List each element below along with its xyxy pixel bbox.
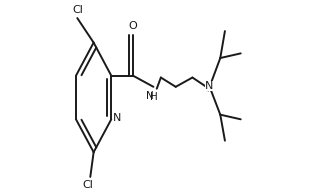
Text: O: O <box>128 21 137 31</box>
Text: H: H <box>149 92 157 102</box>
Text: Cl: Cl <box>83 180 93 190</box>
Text: Cl: Cl <box>73 5 84 15</box>
Text: N: N <box>113 113 121 123</box>
Text: N: N <box>205 81 213 91</box>
Text: N: N <box>146 91 154 101</box>
